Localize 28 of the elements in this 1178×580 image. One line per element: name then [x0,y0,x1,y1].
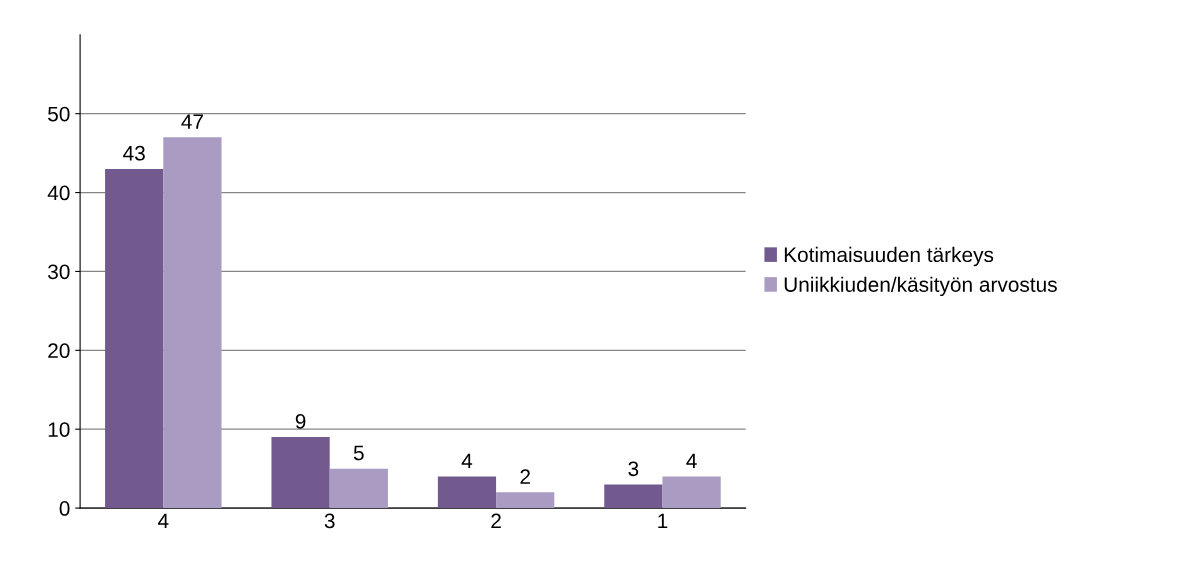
data-label: 4 [461,453,473,469]
bar [163,137,222,509]
data-label: 47 [181,114,203,129]
y-tick-label: 0 [59,501,70,516]
data-label: 3 [628,461,639,477]
data-label: 5 [353,445,364,461]
legend-label: Kotimaisuuden tärkeys [784,246,994,267]
x-tick-label: 2 [491,513,501,529]
data-label: 9 [295,414,306,429]
bar [662,476,721,509]
legend-label: Uniikkiuden/käsityön arvostus [784,276,1057,297]
bar [105,168,164,509]
y-tick-label: 30 [48,264,70,280]
bar [329,468,388,509]
bar [604,484,663,509]
bar [271,437,330,509]
bar [437,476,497,509]
y-tick-label: 40 [47,185,70,201]
x-tick-label: 4 [157,513,169,529]
data-label: 43 [123,145,145,161]
x-tick-label: 3 [324,513,335,529]
data-label: 4 [686,453,697,469]
y-tick-label: 10 [48,422,70,437]
bar [496,492,555,509]
data-label: 2 [520,469,530,484]
x-tick-label: 1 [658,513,668,529]
y-tick-label: 20 [48,343,70,359]
y-tick-label: 50 [48,106,70,122]
